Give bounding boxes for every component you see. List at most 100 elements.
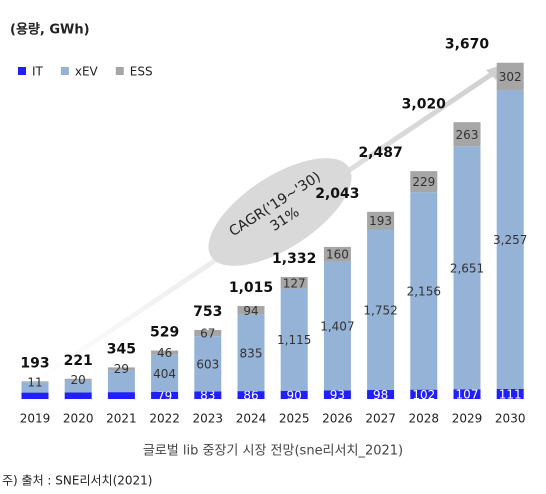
data-label: 835	[240, 346, 263, 360]
total-label: 3,670	[445, 37, 490, 53]
x-tick-label: 2030	[495, 412, 526, 426]
bar-segment	[151, 391, 179, 399]
bar-segment	[237, 314, 265, 392]
bar-segment	[323, 261, 351, 391]
total-label: 529	[150, 325, 179, 341]
total-label: 3,020	[402, 96, 447, 112]
bar-segment	[194, 336, 222, 392]
bar-segment	[323, 390, 351, 399]
data-label: 229	[412, 175, 435, 189]
data-label: 160	[326, 248, 349, 262]
bar-segment	[323, 246, 351, 262]
bar-segment	[453, 122, 481, 147]
data-label: 1,752	[363, 303, 397, 317]
x-tick-label: 2023	[193, 412, 224, 426]
x-tick-label: 2019	[20, 412, 51, 426]
total-label: 193	[20, 355, 49, 371]
bar-segment	[21, 392, 49, 399]
legend-swatch	[60, 67, 69, 75]
legend-swatch	[115, 67, 124, 75]
bar-segment	[280, 276, 308, 289]
x-tick-label: 2025	[279, 412, 310, 426]
data-label: 3,257	[493, 233, 527, 247]
legend-swatch	[18, 67, 26, 75]
bar-segment	[453, 146, 481, 390]
cagr-bubble	[208, 158, 352, 266]
total-label: 1,332	[272, 251, 316, 267]
data-label: 46	[157, 346, 172, 360]
bar-segment	[410, 389, 438, 399]
total-label: 345	[107, 341, 136, 357]
data-label: 603	[196, 357, 219, 371]
data-label: 263	[456, 128, 479, 142]
bar-segment	[107, 370, 135, 393]
bar-segment	[453, 389, 481, 399]
data-label: 93	[330, 388, 345, 402]
bar-segment	[237, 391, 265, 399]
x-tick-label: 2027	[365, 412, 396, 426]
x-tick-label: 2022	[149, 412, 180, 426]
data-label: 127	[283, 276, 306, 290]
data-label: 193	[369, 214, 392, 228]
legend-label: ESS	[130, 65, 153, 79]
bar-segment	[107, 392, 135, 399]
legend-label: xEV	[75, 65, 99, 79]
data-label: 2,156	[407, 284, 441, 298]
data-label: 98	[373, 388, 388, 402]
bar-segment	[367, 229, 395, 391]
data-label: 302	[499, 70, 522, 84]
unit-label: (용량, GWh)	[10, 22, 90, 38]
legend-label: IT	[32, 65, 44, 79]
data-label: 79	[157, 389, 172, 403]
data-label: 20	[71, 373, 86, 387]
total-label: 221	[64, 353, 93, 369]
data-label: 1,407	[320, 320, 354, 334]
bar-segment	[64, 392, 92, 399]
bar-segment	[194, 330, 222, 337]
caption: 글로벌 lib 중장기 시장 전망(sne리서치_2021)	[143, 444, 403, 459]
x-tick-label: 2024	[236, 412, 267, 426]
data-label: 29	[114, 362, 129, 376]
bar-segment	[496, 90, 524, 389]
data-label: 86	[243, 389, 258, 403]
bar-segment	[496, 62, 524, 91]
data-label: 404	[153, 367, 176, 381]
data-label: 1,115	[277, 333, 311, 347]
bar-segment	[107, 367, 135, 371]
data-label: 67	[200, 327, 215, 341]
bar-segment	[194, 391, 222, 399]
bar-segment	[64, 378, 92, 381]
bar-segment	[280, 390, 308, 399]
bar-segment	[21, 381, 49, 383]
bar-segment	[237, 306, 265, 315]
bar-segment	[151, 350, 179, 355]
bar-segment	[410, 192, 438, 390]
x-tick-label: 2021	[106, 412, 137, 426]
data-label: 102	[412, 388, 435, 402]
data-label: 83	[200, 389, 215, 403]
bar-segment	[367, 211, 395, 230]
total-label: 753	[193, 304, 222, 320]
total-label: 1,015	[229, 280, 273, 296]
bar-segment	[64, 380, 92, 393]
bar-segment	[496, 388, 524, 399]
bar-segment	[151, 354, 179, 392]
x-tick-label: 2028	[409, 412, 440, 426]
bar-segment	[410, 171, 438, 193]
x-tick-label: 2029	[452, 412, 483, 426]
bar-segment	[280, 288, 308, 391]
data-label: 11	[27, 375, 42, 389]
bar-segment	[21, 382, 49, 393]
x-tick-label: 2020	[63, 412, 94, 426]
data-label: 90	[287, 388, 302, 402]
data-label: 94	[243, 304, 258, 318]
data-label: 107	[456, 388, 479, 402]
data-label: 111	[499, 387, 522, 401]
total-label: 2,487	[358, 145, 402, 161]
source: 주) 출처 : SNE리서치(2021)	[2, 474, 153, 488]
data-label: 2,651	[450, 261, 484, 275]
total-label: 2,043	[315, 186, 359, 202]
bar-segment	[367, 390, 395, 399]
x-tick-label: 2026	[322, 412, 353, 426]
